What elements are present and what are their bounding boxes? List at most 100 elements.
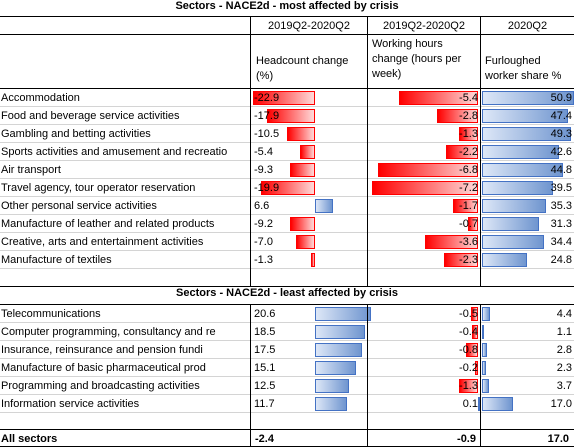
furlough-value: 44.8 [550,164,572,176]
headcount-bar [315,361,356,375]
sector-name: Manufacture of textiles [1,254,112,266]
all-sectors-label: All sectors [1,433,58,445]
headcount-bar [296,235,315,249]
hours-value: -1.7 [459,200,478,212]
furlough-bar [482,361,487,375]
furlough-value: 1.1 [556,326,572,338]
hours-bar [470,307,478,321]
hours-bar [472,325,478,339]
table-row: Gambling and betting activities -10.5 -1.3… [0,125,574,143]
headcount-value: 11.7 [254,398,275,410]
hours-value: -3.6 [459,236,478,248]
sector-name: Sports activities and amusement and recr… [1,146,228,158]
sector-name: Telecommunications [1,308,101,320]
furlough-value: 2.3 [556,362,572,374]
hours-bar [444,253,478,267]
column-separator [480,305,481,447]
section-title-text: Sectors - NACE2d - least affected by cri… [176,287,398,299]
hours-value: -1.3 [459,380,478,392]
headcount-bar [311,253,315,267]
table-row: Insurance, reinsurance and pension fundi… [0,341,574,359]
row-gridline [0,178,574,179]
headcount-bar [266,109,315,123]
headcount-value: -7.0 [254,236,273,248]
row-gridline [0,250,574,251]
headcount-value: 6.6 [254,200,270,212]
headcount-value: -19.9 [254,182,280,194]
column-separator [250,17,251,287]
headcount-value: -9.2 [254,218,273,230]
row-gridline [0,214,574,215]
sector-name: Manufacture of leather and related produ… [1,218,215,230]
furlough-bar [482,145,559,159]
headcount-value: 18.5 [254,326,276,338]
furlough-value: 34.4 [550,236,572,248]
headcount-bar [315,379,349,393]
hours-bar [458,127,478,141]
table-row: Other personal service activities 6.6 -1.7… [0,197,574,215]
table-row: Information service activities 11.7 0.1 17.… [0,395,574,413]
section-least-affected-title: Sectors - NACE2d - least affected by cri… [0,287,574,305]
headcount-value: -9.3 [254,164,273,176]
row-gridline [0,358,574,359]
furlough-bar [482,235,545,249]
section-most-affected-title: Sectors - NACE2d - most affected by cris… [0,0,574,18]
col-header-hours: Working hours change (hours per week) [372,38,462,80]
hours-bar [452,199,478,213]
headcount-bar [300,145,315,159]
period-header-headcount: 2019Q2-2020Q2 [268,20,350,32]
furlough-value: 31.3 [550,218,572,230]
hours-bar [398,91,478,105]
period-header-row: 2019Q2-2020Q2 2019Q2-2020Q2 2020Q2 [0,17,574,35]
sector-name: Travel agency, tour operator reservation [1,182,196,194]
furlough-bar [482,325,484,339]
sector-name: Gambling and betting activities [1,128,151,140]
hours-bar [467,217,478,231]
divider-line [0,286,574,287]
divider-line [0,88,574,89]
row-gridline [0,232,574,233]
hours-bar [425,235,478,249]
sector-name: Computer programming, consultancy and re [1,326,216,338]
table-row: Programming and broadcasting activities 1… [0,377,574,395]
furlough-value: 50.9 [550,92,572,104]
table-row: Manufacture of textiles -1.3 -2.3 24.8 [0,251,574,269]
hours-bar [445,145,478,159]
hours-value: -6.8 [459,164,478,176]
furlough-value: 35.3 [550,200,572,212]
row-gridline [0,322,574,323]
all-sectors-furlough: 17.0 [547,433,569,445]
headcount-bar [286,127,315,141]
table-row: Food and beverage service activities -17.… [0,107,574,125]
row-gridline [0,340,574,341]
row-gridline [0,196,574,197]
table-row: Manufacture of basic pharmaceutical prod… [0,359,574,377]
row-gridline [0,376,574,377]
sector-name: Programming and broadcasting activities [1,380,200,392]
sector-name: Accommodation [1,92,80,104]
headcount-value: 17.5 [254,344,276,356]
table-row: Telecommunications 20.6 -0.5 4.4 [0,305,574,323]
headcount-value: 15.1 [254,362,276,374]
furlough-bar [482,199,546,213]
divider-line [0,429,574,430]
row-gridline [0,394,574,395]
row-gridline [0,124,574,125]
headcount-bar [261,181,315,195]
divider-line [0,304,574,305]
furlough-bar [482,307,490,321]
headcount-bar [289,163,315,177]
sector-name: Other personal service activities [1,200,157,212]
headcount-value: -22.9 [254,92,280,104]
furlough-value: 24.8 [550,254,572,266]
hours-value: -0.8 [459,344,478,356]
table-row: Manufacture of leather and related produ… [0,215,574,233]
hours-bar [478,397,480,411]
furlough-bar [482,217,539,231]
table-row: Sports activities and amusement and recr… [0,143,574,161]
hours-value: -7.2 [459,182,478,194]
hours-value: -1.3 [459,128,478,140]
sector-name: Air transport [1,164,61,176]
hours-value: -2.3 [459,254,478,266]
period-header-furlough: 2020Q2 [507,20,548,32]
